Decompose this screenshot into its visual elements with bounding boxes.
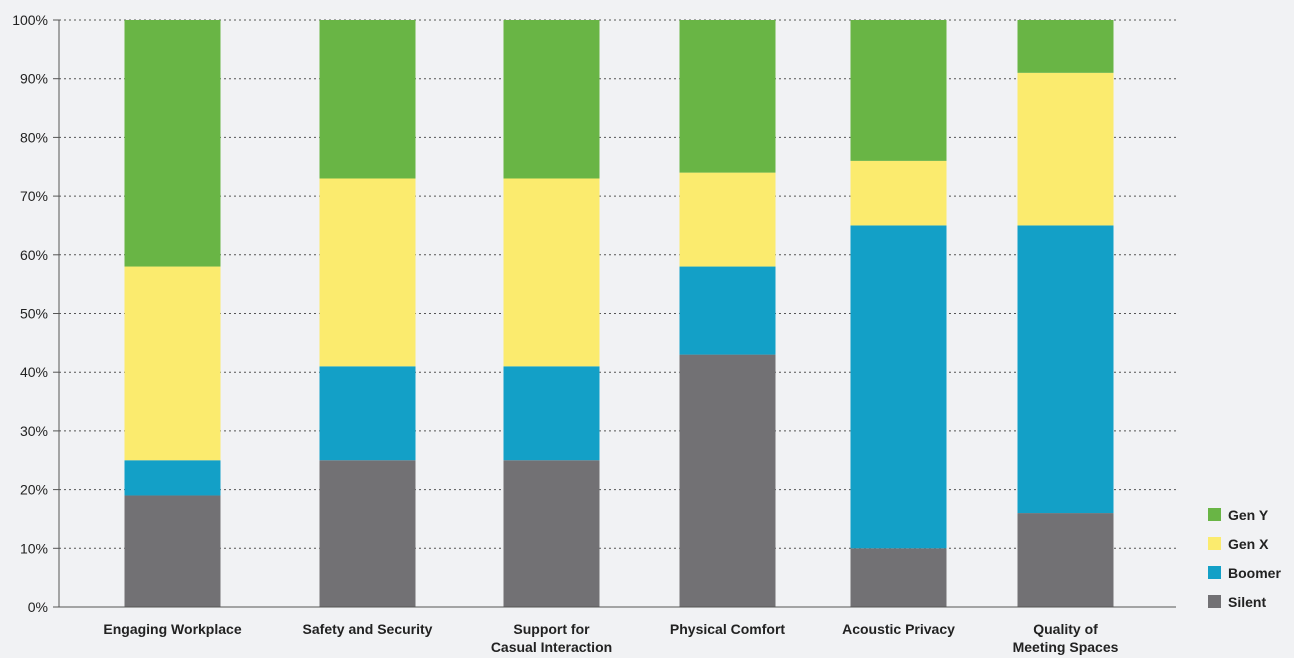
- bar-segment-gen-x: [1017, 72, 1114, 226]
- y-tick-label: 70%: [20, 188, 48, 204]
- bar-segment-gen-y: [679, 20, 776, 173]
- x-category-label: Casual Interaction: [491, 639, 612, 655]
- y-tick-label: 0%: [28, 599, 48, 615]
- y-tick-label: 30%: [20, 423, 48, 439]
- x-category-label: Meeting Spaces: [1013, 639, 1119, 655]
- legend-swatch: [1208, 566, 1221, 579]
- bar-segment-gen-y: [503, 20, 600, 179]
- bar-segment-silent: [124, 495, 221, 607]
- x-category-label: Engaging Workplace: [103, 621, 241, 637]
- x-category-label: Physical Comfort: [670, 621, 785, 637]
- legend-swatch: [1208, 537, 1221, 550]
- bar-segment-silent: [679, 354, 776, 607]
- gridlines: [59, 19, 1176, 549]
- bar-segment-boomer: [679, 266, 776, 355]
- x-category-label: Quality of: [1033, 621, 1098, 637]
- y-tick-label: 10%: [20, 540, 48, 556]
- bar-segment-boomer: [124, 460, 221, 496]
- legend-label: Silent: [1228, 594, 1266, 610]
- legend-swatch: [1208, 508, 1221, 521]
- y-tick-label: 60%: [20, 247, 48, 263]
- legend-label: Boomer: [1228, 565, 1281, 581]
- bar-segment-gen-y: [1017, 20, 1114, 73]
- axes: [53, 19, 1176, 608]
- bar-segment-silent: [1017, 513, 1114, 607]
- bar-segment-silent: [319, 460, 416, 607]
- bars: [124, 20, 1114, 607]
- bar-segment-gen-y: [850, 20, 947, 161]
- bar-segment-gen-x: [503, 178, 600, 367]
- bar-segment-silent: [503, 460, 600, 607]
- legend-label: Gen Y: [1228, 507, 1269, 523]
- y-tick-label: 100%: [12, 12, 48, 28]
- bar-segment-boomer: [1017, 225, 1114, 514]
- bar-segment-gen-x: [850, 160, 947, 226]
- x-category-label: Safety and Security: [303, 621, 433, 637]
- y-tick-label: 40%: [20, 364, 48, 380]
- bar-segment-silent: [850, 548, 947, 607]
- bar-segment-gen-y: [124, 20, 221, 267]
- legend-swatch: [1208, 595, 1221, 608]
- y-tick-label: 20%: [20, 482, 48, 498]
- bar-segment-gen-y: [319, 20, 416, 179]
- bar-segment-boomer: [503, 366, 600, 461]
- x-axis-labels: Engaging Workplace Safety and Security Sup…: [103, 621, 1118, 655]
- bar-segment-boomer: [319, 366, 416, 461]
- y-tick-label: 90%: [20, 71, 48, 87]
- y-axis-ticks: 0% 10% 20% 30% 40% 50% 60% 70% 80% 90% 100%: [12, 12, 48, 615]
- bar-segment-boomer: [850, 225, 947, 549]
- y-tick-label: 50%: [20, 306, 48, 322]
- legend-label: Gen X: [1228, 536, 1269, 552]
- y-tick-label: 80%: [20, 129, 48, 145]
- bar-segment-gen-x: [124, 266, 221, 461]
- bar-segment-gen-x: [679, 172, 776, 267]
- x-category-label: Acoustic Privacy: [842, 621, 955, 637]
- bar-segment-gen-x: [319, 178, 416, 367]
- legend: Gen Y Gen X Boomer Silent: [1208, 507, 1281, 610]
- x-category-label: Support for: [513, 621, 590, 637]
